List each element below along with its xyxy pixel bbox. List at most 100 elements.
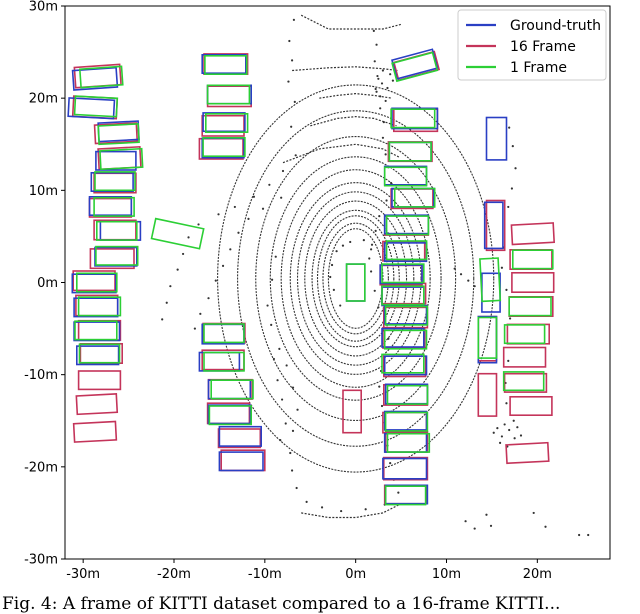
bounding-box: [345, 263, 366, 302]
legend: Ground-truth 16 Frame 1 Frame: [457, 9, 607, 81]
scan-line: [292, 66, 398, 72]
bounding-box: [382, 383, 429, 406]
bounding-box: [384, 484, 429, 505]
lidar-point: [511, 144, 514, 148]
x-tick-label: -30m: [66, 567, 100, 582]
bounding-box: [345, 263, 366, 302]
bounding-box: [95, 245, 139, 266]
lidar-point: [587, 533, 590, 537]
bounding-box: [511, 271, 555, 293]
bounding-box: [477, 316, 498, 359]
lidar-point: [473, 527, 476, 530]
lidar-point: [272, 357, 276, 361]
legend-label: 16 Frame: [510, 39, 576, 55]
lidar-point: [252, 195, 256, 198]
lidar-point: [290, 59, 294, 62]
lidar-point: [280, 196, 283, 199]
lidar-point: [507, 205, 510, 209]
lidar-point: [374, 229, 377, 232]
bounding-box: [390, 108, 436, 129]
lidar-point: [292, 18, 295, 21]
legend-box: [457, 9, 607, 81]
lidar-point: [467, 279, 470, 282]
bounding-box: [391, 187, 435, 208]
lidar-point: [221, 264, 225, 268]
bounding-box: [382, 456, 429, 481]
lidar-point: [485, 513, 488, 516]
lidar-point: [287, 80, 290, 83]
scan-ring: [296, 191, 415, 366]
scan-line: [301, 503, 402, 519]
lidar-point: [510, 187, 513, 190]
y-tick-label: 10m: [29, 184, 58, 199]
bounding-box: [381, 263, 425, 284]
scan-ring: [304, 200, 408, 357]
lidar-point: [320, 506, 324, 509]
lidar-point: [500, 266, 504, 269]
lidar-point: [464, 520, 467, 523]
lidar-point: [503, 423, 506, 426]
lidar-point: [207, 297, 210, 300]
lidar-point: [268, 183, 271, 186]
bounding-box: [383, 166, 428, 187]
series-1-frame: [73, 51, 554, 506]
bounding-box: [78, 65, 124, 89]
lidar-point: [473, 285, 476, 288]
bounding-box: [207, 379, 252, 400]
scan-line: [310, 115, 397, 127]
bounding-box: [511, 249, 554, 270]
bounding-box: [218, 451, 264, 472]
bounding-box: [384, 411, 429, 432]
bounding-box: [477, 372, 498, 417]
bounding-box: [217, 428, 262, 449]
bounding-box: [206, 84, 253, 105]
lidar-point: [387, 337, 390, 340]
bounding-box: [391, 51, 439, 83]
lidar-point: [271, 278, 274, 281]
bounding-box: [203, 323, 245, 344]
bounding-box: [72, 420, 118, 443]
scan-ring: [311, 209, 400, 348]
scan-ring: [322, 222, 389, 335]
lidar-point: [330, 263, 334, 267]
lidar-point: [335, 250, 338, 253]
lidar-point: [453, 267, 456, 270]
scan-ring: [269, 156, 442, 401]
lidar-point: [372, 29, 375, 32]
scan-ring: [280, 169, 431, 388]
point-cloud: [161, 14, 590, 537]
lidar-point: [496, 427, 499, 430]
lidar-point: [498, 441, 502, 444]
lidar-point: [382, 121, 385, 124]
lidar-point: [519, 434, 523, 437]
bounding-box: [74, 320, 118, 341]
bounding-box: [201, 53, 247, 74]
lidar-point: [187, 236, 190, 239]
lidar-point: [233, 205, 236, 209]
lidar-point: [290, 469, 294, 472]
lidar-point: [237, 231, 240, 234]
bounding-box: [506, 323, 550, 345]
lidar-point: [507, 359, 510, 362]
legend-label: 1 Frame: [510, 60, 567, 76]
lidar-point: [291, 386, 295, 389]
bounding-box: [508, 295, 554, 317]
lidar-point: [266, 304, 269, 307]
bounding-box: [385, 215, 430, 236]
figure-caption: Fig. 4: A frame of KITTI dataset compare…: [2, 594, 561, 614]
bounding-box: [203, 53, 249, 76]
scan-ring: [289, 182, 422, 375]
lidar-point: [288, 39, 291, 43]
bounding-box: [220, 449, 266, 472]
y-axis: -30m -20m -10m 0m 10m 20m 30m: [24, 0, 65, 568]
lidar-point: [544, 525, 547, 528]
lidar-point: [161, 318, 164, 321]
lidar-point: [217, 213, 220, 216]
bounding-box: [202, 137, 246, 158]
lidar-point: [379, 107, 382, 110]
lidar-point: [340, 509, 343, 513]
scan-ring: [327, 228, 384, 329]
bounding-box: [93, 196, 135, 217]
lidar-point: [276, 379, 279, 382]
bounding-box: [383, 242, 428, 263]
